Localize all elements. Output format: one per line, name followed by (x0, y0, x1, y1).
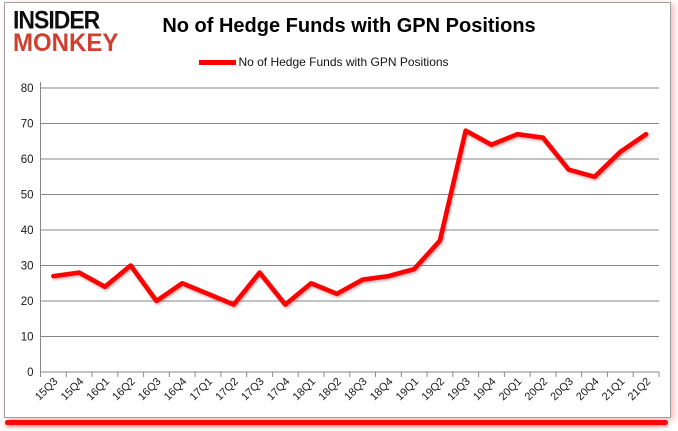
x-axis-tick-label: 17Q1 (188, 376, 216, 404)
panel-frame (4, 2, 671, 418)
y-axis-tick-label: 60 (21, 154, 34, 166)
logo-text-monkey: MONKEY (13, 29, 119, 58)
insider-monkey-logo: INSIDER MONKEY (13, 5, 119, 58)
x-axis-tick-label: 20Q2 (523, 376, 551, 404)
x-axis-tick-label: 20Q4 (574, 376, 602, 404)
y-axis-tick-label: 0 (27, 367, 33, 379)
series-line (51, 128, 649, 307)
y-axis-tick-label: 30 (21, 261, 34, 273)
x-axis-tick-label: 16Q4 (162, 376, 190, 404)
x-axis-tick-label: 21Q2 (626, 376, 654, 404)
y-axis-tick-label: 80 (21, 83, 34, 95)
chart-legend: No of Hedge Funds with GPN Positions (0, 54, 648, 70)
x-axis-tick-label: 18Q4 (368, 376, 396, 404)
y-axis-tick-label: 40 (21, 225, 34, 237)
x-axis-tick-label: 17Q3 (239, 376, 267, 404)
x-axis-tick-label: 15Q3 (33, 376, 61, 404)
x-axis-tick-label: 19Q3 (445, 376, 473, 404)
y-axis-tick-label: 50 (21, 190, 34, 202)
y-axis-tick-label: 10 (21, 332, 34, 344)
x-axis-tick-label: 16Q1 (85, 376, 113, 404)
bottom-red-bar (5, 420, 668, 425)
x-axis-tick-label: 18Q1 (291, 376, 319, 404)
chart-title: No of Hedge Funds with GPN Positions (162, 15, 536, 37)
x-axis-tick-label: 18Q2 (316, 376, 344, 404)
x-axis-tick-label: 17Q2 (213, 376, 241, 404)
x-axis-tick-label: 21Q1 (600, 376, 628, 404)
legend-series-label: No of Hedge Funds with GPN Positions (238, 55, 449, 69)
x-axis-tick-label: 18Q3 (342, 376, 370, 404)
x-axis-tick-label: 17Q4 (265, 376, 293, 404)
y-axis-tick-label: 70 (21, 119, 34, 131)
x-axis-tick-label: 20Q3 (548, 376, 576, 404)
x-axis-tick-label: 19Q2 (420, 376, 448, 404)
x-axis-tick-label: 19Q4 (471, 376, 499, 404)
x-axis-tick-label: 15Q4 (59, 376, 87, 404)
x-axis-tick-label: 16Q3 (136, 376, 164, 404)
y-axis-tick-label: 20 (21, 296, 34, 308)
x-axis-tick-label: 16Q2 (110, 376, 138, 404)
x-axis-tick-label: 19Q1 (394, 376, 422, 404)
x-axis-tick-label: 20Q1 (497, 376, 525, 404)
logo-text-insider: INSIDER (13, 5, 100, 34)
legend-line-marker-icon (199, 59, 237, 65)
